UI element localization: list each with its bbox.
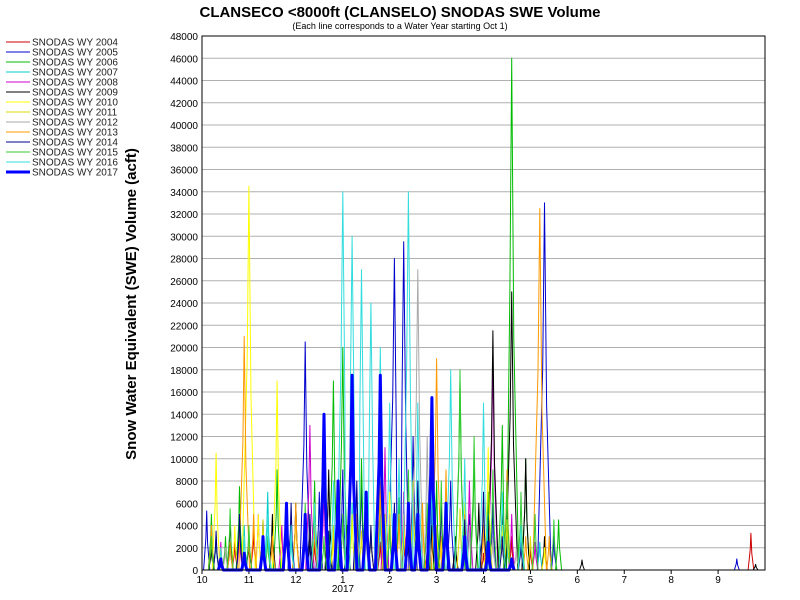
chart-subtitle: (Each line corresponds to a Water Year s… [292,21,507,31]
x-tick-label: 6 [575,575,581,586]
y-tick-label: 14000 [170,410,198,421]
y-tick-labels: 0 2000 4000 6000 8000 10000 12000 14000 16000 180… [170,32,198,577]
y-tick-label: 22000 [170,321,198,332]
y-tick-label: 10000 [170,455,198,466]
x-tick-label: 12 [290,575,302,586]
y-tick-label: 38000 [170,143,198,154]
legend-entry: SNODAS WY 2017 [32,168,118,179]
series-lines [203,57,759,572]
x-tick-label: 2 [387,575,393,586]
legend-entry: SNODAS WY 2010 [32,98,118,109]
legend-entry: SNODAS WY 2008 [32,78,118,89]
series-line [207,57,563,571]
y-tick-label: 18000 [170,366,198,377]
x-tick-label: 5 [528,575,534,586]
y-tick-label: 34000 [170,188,198,199]
legend-entry: SNODAS WY 2011 [32,108,118,119]
y-tick-label: 42000 [170,99,198,110]
y-tick-label: 36000 [170,166,198,177]
legend-entry: SNODAS WY 2015 [32,148,118,159]
y-tick-label: 6000 [176,499,199,510]
legend-entry: SNODAS WY 2009 [32,88,118,99]
x-tick-label: 11 [244,575,255,586]
series-line [217,191,525,571]
x-tick-label: 1 [340,575,346,586]
y-tick-label: 26000 [170,277,198,288]
x-tick-label: 4 [481,575,487,586]
y-tick-label: 44000 [170,77,198,88]
y-tick-label: 32000 [170,210,198,221]
legend-entry: SNODAS WY 2006 [32,58,118,69]
y-axis-label: Snow Water Equivalent (SWE) Volume (acft… [123,148,140,460]
y-tick-label: 46000 [170,54,198,65]
series-line [203,202,740,571]
x-tick-label: 8 [668,575,674,586]
y-tick-label: 20000 [170,344,198,355]
y-tick-label: 16000 [170,388,198,399]
legend-entry: SNODAS WY 2014 [32,138,118,149]
legend-entry: SNODAS WY 2005 [32,48,118,59]
y-tick-label: 8000 [176,477,199,488]
y-tick-label: 28000 [170,255,198,266]
x-tick-label: 7 [621,575,627,586]
y-tick-label: 30000 [170,232,198,243]
legend-entry: SNODAS WY 2013 [32,128,118,139]
x-tick-label: 9 [715,575,721,586]
plot-frame [201,35,766,571]
x-year-label: 2017 [332,584,355,595]
y-tick-label: 48000 [170,32,198,43]
y-tick-label: 12000 [170,433,198,444]
grid-lines [202,35,765,571]
y-tick-label: 24000 [170,299,198,310]
legend-entry: SNODAS WY 2007 [32,68,118,79]
x-tick-label: 10 [196,575,208,586]
y-tick-label: 2000 [176,544,199,555]
x-tick-labels: 10 11 12 1 2 3 4 5 6 7 8 9 [196,570,721,586]
y-tick-label: 40000 [170,121,198,132]
y-tick-label: 4000 [176,522,199,533]
chart-title: CLANSECO <8000ft (CLANSELO) SNODAS SWE V… [199,4,600,21]
x-tick-label: 3 [434,575,440,586]
y-tick-label: 0 [192,566,198,577]
legend-entry: SNODAS WY 2016 [32,158,118,169]
legend-entry: SNODAS WY 2004 [32,38,118,49]
legend-entry: SNODAS WY 2012 [32,118,118,129]
